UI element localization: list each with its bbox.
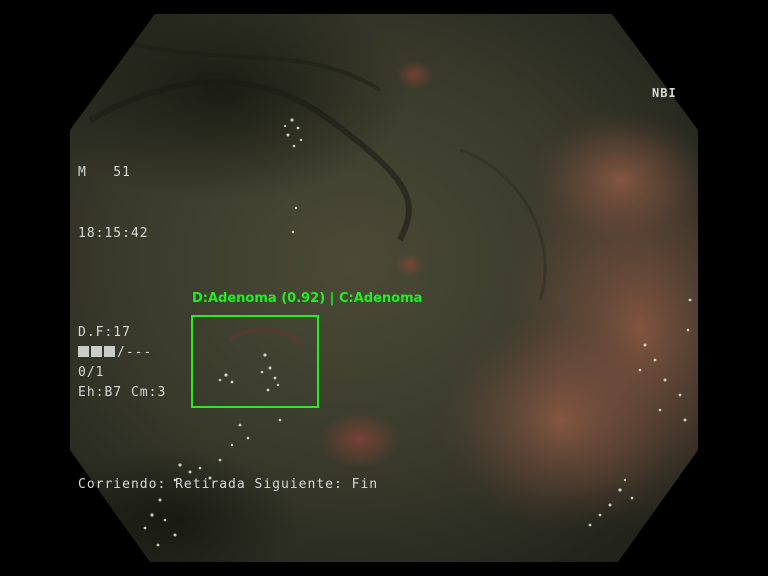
timestamp: 18:15:42	[78, 226, 149, 241]
count-value: 0/1	[78, 365, 105, 380]
detection-bounding-box	[191, 315, 319, 408]
level-indicator: /---	[78, 345, 152, 360]
status-text: Corriendo: Retirada Siguiente: Fin	[78, 477, 379, 492]
level-bar-icon	[104, 346, 115, 357]
detection-label: D:Adenoma (0.92) | C:Adenoma	[192, 291, 423, 306]
level-suffix: /---	[117, 345, 153, 360]
enhancement-value: Eh:B7 Cm:3	[78, 385, 167, 400]
level-bar-icon	[91, 346, 102, 357]
df-value: D.F:17	[78, 325, 131, 340]
patient-info: M 51	[78, 165, 131, 180]
imaging-mode-label: NBI	[652, 86, 677, 100]
mucosa-image	[70, 14, 698, 562]
level-bar-icon	[78, 346, 89, 357]
